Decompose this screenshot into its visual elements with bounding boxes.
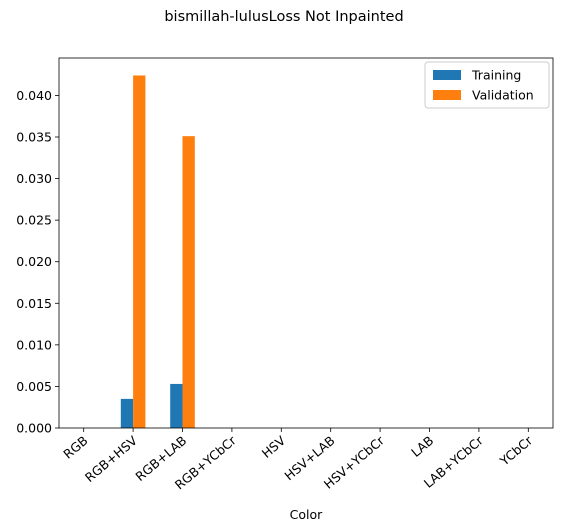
y-tick-label: 0.030 (16, 171, 52, 186)
legend-label-training: Training (471, 68, 521, 83)
legend-swatch-training (433, 70, 461, 80)
y-tick-label: 0.000 (16, 421, 52, 436)
legend-swatch-validation (433, 90, 461, 100)
bar-training-rgb-hsv (120, 398, 134, 428)
y-tick-label: 0.020 (16, 254, 52, 269)
x-tick-label: RGB+HSV (82, 433, 140, 485)
y-tick-label: 0.025 (16, 213, 52, 228)
chart-title: bismillah-lulusLoss Not Inpainted (164, 9, 403, 25)
y-tick-label: 0.015 (16, 296, 52, 311)
bar-validation-rgb-hsv (133, 75, 146, 429)
x-tick-label: LAB (408, 433, 436, 460)
y-tick-label: 0.040 (16, 88, 52, 103)
legend-label-validation: Validation (472, 88, 534, 103)
bar-training-rgb-lab (170, 383, 183, 428)
plot-frame (58, 57, 554, 429)
y-axis: 0.000 0.005 0.010 0.015 0.020 0.025 0.030 0.035… (16, 88, 59, 436)
x-tick-label: RGB (60, 433, 90, 462)
y-tick-label: 0.010 (16, 337, 52, 352)
x-tick-label: HSV (259, 433, 289, 461)
y-tick-label: 0.005 (16, 379, 52, 394)
bars (120, 75, 195, 429)
bar-validation-rgb-lab (182, 136, 195, 429)
x-axis-label: Color (290, 507, 323, 522)
y-tick-label: 0.035 (16, 129, 52, 144)
x-tick-label: YCbCr (496, 432, 536, 469)
legend: Training Validation (424, 61, 550, 109)
